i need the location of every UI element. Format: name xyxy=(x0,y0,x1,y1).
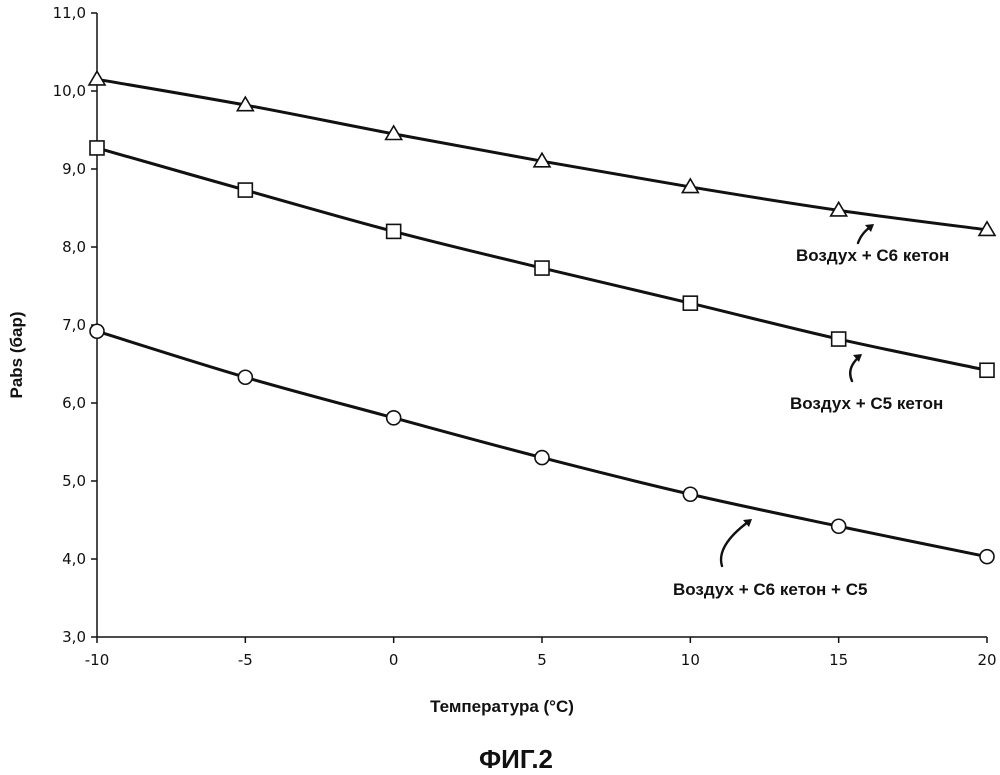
circle-marker xyxy=(237,369,254,386)
series-annotation: Воздух + С6 кетон + С5 xyxy=(673,519,867,599)
x-tick-label: 15 xyxy=(829,651,848,669)
y-tick-label: 7,0 xyxy=(62,316,86,334)
series-label: Воздух + С6 кетон xyxy=(796,246,949,265)
triangle-marker xyxy=(532,151,552,168)
axes xyxy=(96,13,987,638)
square-marker xyxy=(979,362,995,379)
annotation-layer: Воздух + С6 кетон Воздух + С5 кетон Воздух… xyxy=(673,224,949,599)
circle-marker xyxy=(385,410,402,426)
annotation-arrow xyxy=(719,520,750,568)
triangle-marker xyxy=(235,95,255,112)
y-tick-label: 8,0 xyxy=(62,238,86,256)
triangle-marker xyxy=(829,200,849,217)
y-tick-label: 5,0 xyxy=(62,472,86,490)
square-marker xyxy=(830,331,847,347)
x-tick-label: -10 xyxy=(85,651,110,669)
triangle-marker xyxy=(680,177,700,194)
y-tick-label: 3,0 xyxy=(62,628,86,646)
circle-marker xyxy=(682,486,699,503)
x-axis-title: Температура (°C) xyxy=(430,697,574,716)
x-tick-label: -5 xyxy=(238,651,253,669)
series-square xyxy=(89,140,995,379)
series-annotation: Воздух + С6 кетон xyxy=(796,224,949,265)
triangle-marker xyxy=(977,220,997,237)
annotation-arrow-head xyxy=(865,224,874,232)
series-triangle xyxy=(87,69,997,237)
y-ticks: 3,0 4,0 5,0 6,0 7,0 8,0 9,0 10,0 11,0 xyxy=(53,4,97,646)
y-tick-label: 6,0 xyxy=(62,394,86,412)
square-marker xyxy=(385,223,402,240)
x-ticks: -10 -5 0 5 10 15 20 xyxy=(85,637,997,669)
y-tick-label: 11,0 xyxy=(53,4,86,22)
circle-marker xyxy=(534,449,550,466)
annotation-arrow-head xyxy=(743,519,752,527)
series-annotation: Воздух + С5 кетон xyxy=(790,354,943,413)
x-tick-label: 10 xyxy=(681,651,700,669)
y-tick-label: 4,0 xyxy=(62,550,86,568)
series-label: Воздух + С6 кетон + С5 xyxy=(673,580,867,599)
circle-marker xyxy=(979,548,995,565)
y-tick-label: 10,0 xyxy=(53,82,86,100)
square-marker xyxy=(682,295,699,311)
figure-caption: ФИГ.2 xyxy=(479,744,553,774)
triangle-marker xyxy=(384,124,404,141)
circle-marker xyxy=(830,518,847,535)
series-layer xyxy=(87,69,997,565)
x-tick-label: 5 xyxy=(537,651,547,669)
square-marker xyxy=(534,260,550,276)
x-tick-label: 20 xyxy=(977,651,996,669)
y-tick-label: 9,0 xyxy=(62,160,86,178)
circle-marker xyxy=(89,323,105,340)
square-marker xyxy=(237,182,254,198)
annotation-arrow-head xyxy=(853,354,862,362)
y-axis-title: Pabs (бар) xyxy=(7,311,26,398)
square-marker xyxy=(89,140,105,156)
series-circle xyxy=(89,323,995,565)
series-label: Воздух + С5 кетон xyxy=(790,394,943,413)
x-tick-label: 0 xyxy=(389,651,399,669)
triangle-marker xyxy=(87,69,107,86)
